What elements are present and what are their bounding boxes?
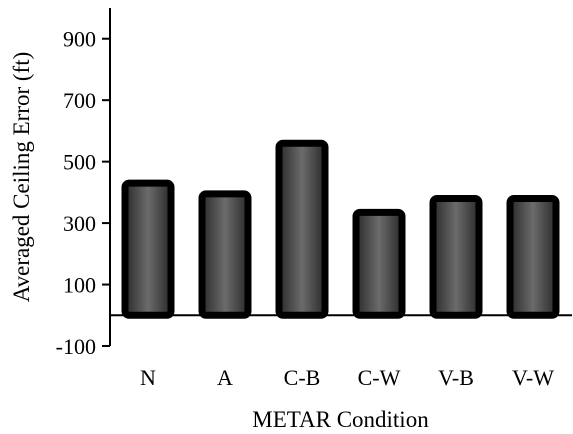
bar-v-w [506,195,560,319]
bar-a [198,190,252,319]
bar-n [121,179,175,319]
axes-layer [109,8,572,346]
x-tick-label: V-B [438,365,474,390]
y-tick-label: 300 [63,211,96,236]
x-ticks-layer: N A C-B C-W V-B V-W [140,365,554,390]
y-ticks-layer: -100 100 300 500 700 900 [56,27,110,359]
bars-layer [121,139,560,319]
bar-v-b [429,195,483,319]
x-tick-label: C-B [284,365,321,390]
y-tick-label: 900 [63,27,96,52]
x-tick-label: A [217,365,233,390]
bar-c-b [275,139,329,319]
y-axis-title: Averaged Ceiling Error (ft) [9,52,34,303]
y-tick-label: 500 [63,150,96,175]
bar-c-w [352,208,406,319]
x-tick-label: V-W [512,365,554,390]
x-axis-title: METAR Condition [252,407,429,432]
y-tick-label: 700 [63,88,96,113]
y-tick-label: -100 [56,334,96,359]
x-tick-label: C-W [358,365,401,390]
x-tick-label: N [140,365,156,390]
y-tick-label: 100 [63,273,96,298]
